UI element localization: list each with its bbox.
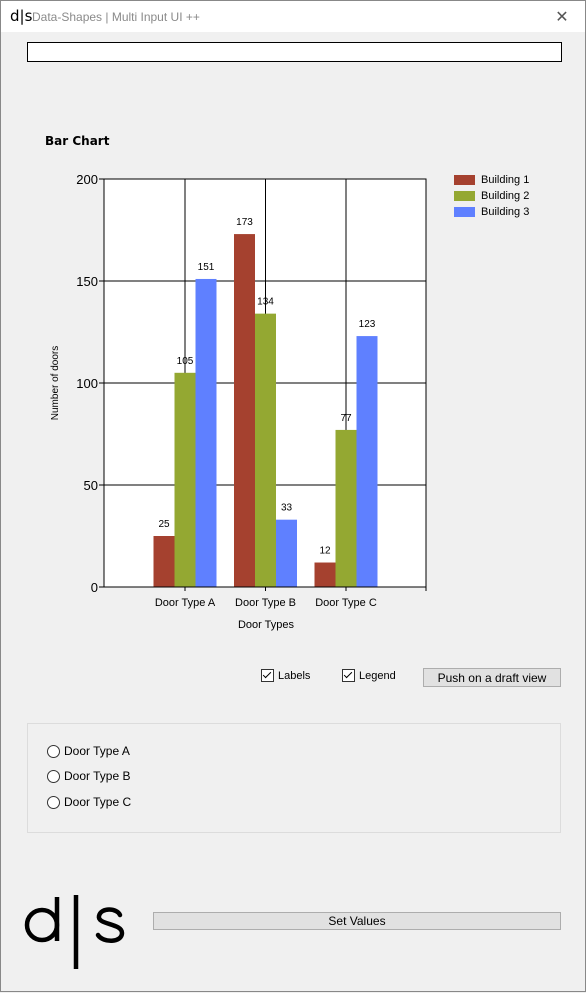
legend-swatch (454, 175, 475, 185)
labels-checkbox-box[interactable] (261, 669, 274, 682)
radio-circle[interactable] (47, 795, 60, 809)
door-type-group (27, 723, 561, 833)
data-label: 33 (281, 503, 293, 514)
radio-door-type-a[interactable]: Door Type A (47, 744, 130, 758)
radio-door-type-b[interactable]: Door Type B (47, 769, 130, 783)
y-tick-label: 0 (91, 580, 98, 595)
push-draft-view-button[interactable]: Push on a draft view (423, 668, 561, 687)
radio-circle[interactable] (47, 769, 60, 783)
labels-checkbox[interactable]: Labels (261, 669, 310, 682)
radio-circle[interactable] (47, 744, 60, 758)
bar (174, 372, 196, 587)
plot-border (103, 178, 427, 588)
close-button[interactable]: ✕ (539, 1, 585, 32)
legend-item: Building 1 (454, 172, 529, 188)
legend-item: Building 2 (454, 188, 529, 204)
data-label: 134 (257, 297, 274, 308)
data-shapes-logo (24, 895, 125, 969)
legend-label: Building 2 (481, 190, 530, 202)
data-label: 12 (319, 546, 331, 557)
data-label: 25 (158, 519, 170, 530)
y-tick-label: 150 (76, 274, 98, 289)
radio-label: Door Type A (64, 744, 130, 758)
legend-checkbox-label: Legend (359, 669, 396, 682)
x-tick-label: Door Type B (235, 597, 296, 609)
close-icon: ✕ (555, 8, 569, 26)
data-label: 151 (198, 262, 215, 273)
bar (314, 562, 336, 587)
bar (234, 234, 255, 587)
data-label: 123 (359, 319, 376, 330)
radio-label: Door Type C (64, 795, 132, 809)
bar (153, 536, 175, 587)
legend-swatch (454, 207, 475, 217)
chart-title: Bar Chart (45, 134, 110, 148)
y-tick-label: 200 (76, 172, 98, 187)
set-values-button[interactable]: Set Values (153, 912, 561, 930)
legend-checkbox-box[interactable] (342, 669, 355, 682)
radio-label: Door Type B (64, 769, 131, 783)
bar (255, 313, 276, 587)
x-tick-label: Door Type A (155, 597, 216, 609)
legend-checkbox[interactable]: Legend (342, 669, 396, 682)
app-logo-small: d|s (10, 7, 33, 25)
top-text-input[interactable] (27, 42, 562, 62)
chart-legend: Building 1 Building 2 Building 3 (454, 172, 529, 220)
legend-label: Building 3 (481, 206, 530, 218)
y-axis-label: Number of doors (50, 346, 61, 420)
legend-label: Building 1 (481, 174, 530, 186)
y-tick-label: 100 (76, 376, 98, 391)
title-bar[interactable]: d|s Data-Shapes | Multi Input UI ++ ✕ (1, 1, 585, 32)
labels-checkbox-label: Labels (278, 669, 311, 682)
data-label: 173 (236, 217, 253, 228)
x-axis-label: Door Types (238, 619, 295, 631)
window-title: Data-Shapes | Multi Input UI ++ (32, 10, 200, 24)
data-label: 105 (177, 356, 194, 367)
bar (356, 336, 378, 587)
bar (195, 278, 217, 587)
legend-swatch (454, 191, 475, 201)
y-tick-label: 50 (84, 478, 98, 493)
radio-door-type-c[interactable]: Door Type C (47, 795, 131, 809)
bar (276, 519, 297, 587)
x-tick-label: Door Type C (315, 597, 377, 609)
legend-item: Building 3 (454, 204, 529, 220)
data-label: 77 (340, 413, 352, 424)
bar (335, 429, 357, 587)
plot-area (104, 179, 426, 587)
